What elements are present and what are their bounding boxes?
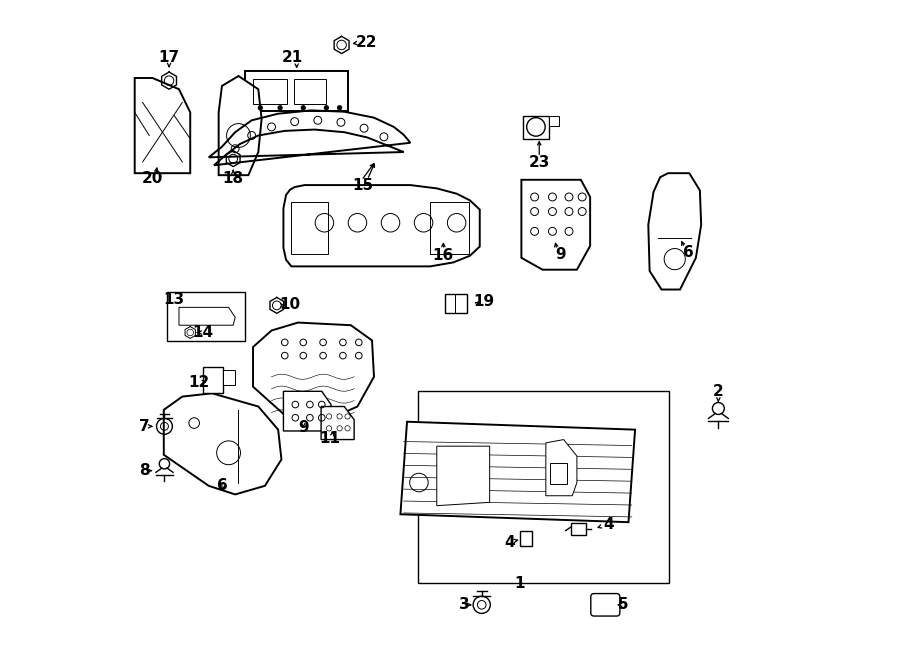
Text: 6: 6 — [217, 479, 228, 493]
Circle shape — [337, 105, 342, 110]
Polygon shape — [545, 440, 577, 496]
Text: 16: 16 — [433, 248, 454, 262]
Text: 11: 11 — [320, 432, 340, 446]
Bar — [294, 79, 326, 104]
Bar — [418, 391, 670, 583]
Text: 1: 1 — [514, 576, 525, 590]
Polygon shape — [284, 391, 331, 431]
Text: 9: 9 — [298, 420, 309, 435]
Bar — [253, 79, 287, 104]
Polygon shape — [253, 323, 374, 420]
Bar — [549, 116, 559, 126]
Text: 4: 4 — [504, 535, 515, 549]
Text: 22: 22 — [356, 36, 377, 50]
Text: 20: 20 — [142, 171, 163, 186]
Polygon shape — [219, 76, 262, 175]
Polygon shape — [321, 407, 355, 440]
Circle shape — [301, 105, 306, 110]
Text: 19: 19 — [473, 294, 495, 309]
Text: 5: 5 — [618, 598, 628, 612]
Text: 2: 2 — [713, 385, 724, 399]
Bar — [223, 370, 235, 385]
Polygon shape — [436, 446, 490, 506]
Polygon shape — [400, 422, 635, 522]
Bar — [551, 463, 567, 484]
Circle shape — [324, 105, 329, 110]
Text: 10: 10 — [280, 297, 301, 311]
Text: 7: 7 — [139, 419, 149, 434]
Circle shape — [257, 105, 263, 110]
Text: 18: 18 — [222, 171, 244, 186]
Polygon shape — [284, 185, 480, 266]
Text: 17: 17 — [158, 50, 180, 65]
Text: 8: 8 — [139, 463, 149, 478]
Circle shape — [277, 105, 283, 110]
Bar — [523, 116, 549, 139]
Polygon shape — [246, 71, 348, 111]
Polygon shape — [521, 180, 590, 270]
Polygon shape — [648, 173, 701, 290]
Text: 23: 23 — [528, 155, 550, 170]
Bar — [167, 292, 245, 341]
Polygon shape — [135, 78, 190, 173]
Bar — [203, 367, 223, 393]
Bar — [520, 531, 532, 546]
Text: 9: 9 — [555, 247, 566, 262]
Text: 21: 21 — [282, 50, 303, 65]
Bar — [571, 523, 586, 535]
Bar — [292, 202, 328, 254]
Text: 3: 3 — [459, 598, 470, 612]
Text: 4: 4 — [603, 517, 614, 531]
Text: 12: 12 — [188, 375, 210, 389]
Polygon shape — [164, 393, 282, 494]
Bar — [445, 294, 467, 313]
Text: 15: 15 — [352, 178, 374, 192]
Text: 6: 6 — [682, 245, 693, 260]
Text: 13: 13 — [163, 292, 184, 307]
Text: 14: 14 — [193, 325, 213, 340]
Bar — [430, 202, 469, 254]
